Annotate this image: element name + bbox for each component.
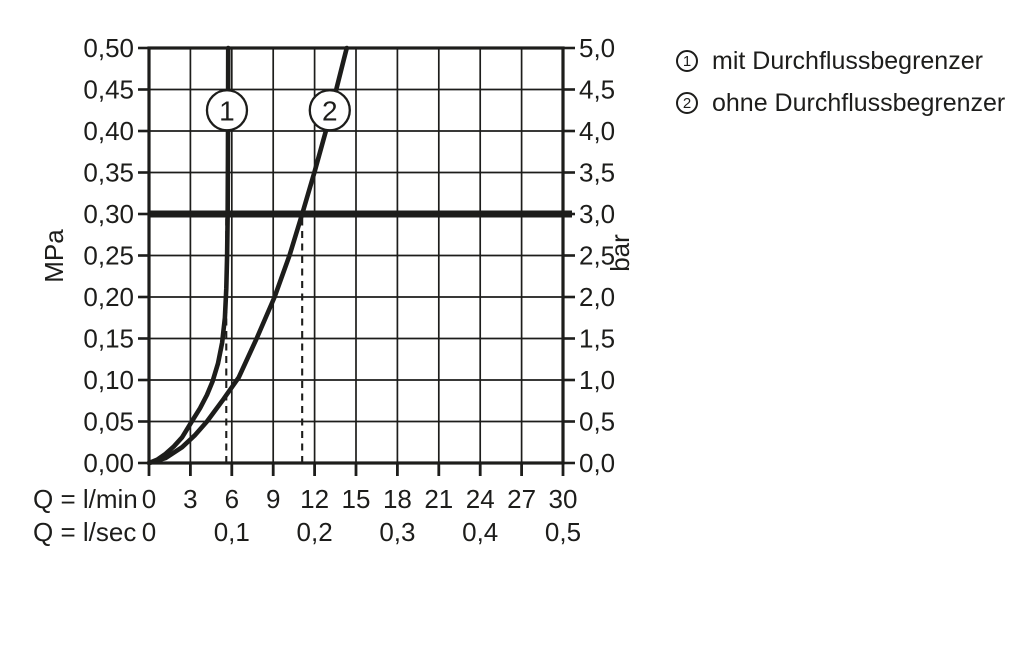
y-left-tick-label: 0,45	[83, 75, 134, 105]
y-right-tick-label: 1,5	[579, 324, 615, 354]
x-tick-label-lsec: 0,2	[297, 517, 333, 547]
y-left-tick-label: 0,00	[83, 448, 134, 478]
x-row-label-lmin: Q = l/min	[33, 484, 138, 514]
x-tick-label-lsec: 0,3	[379, 517, 415, 547]
legend-symbol-1-number: 1	[682, 52, 692, 70]
y-left-tick-label: 0,05	[83, 407, 134, 437]
y-left-tick-label: 0,25	[83, 241, 134, 271]
curve-marker-circle-1	[205, 89, 249, 132]
x-tick-label-lmin: 3	[183, 484, 197, 514]
y-left-tick-label: 0,40	[83, 116, 134, 146]
curve-marker-number-2: 2	[322, 95, 338, 126]
y-left-tick-label: 0,15	[83, 324, 134, 354]
y-left-unit-label: MPa	[39, 229, 69, 283]
x-tick-label-lmin: 12	[300, 484, 329, 514]
x-tick-label-lmin: 30	[549, 484, 578, 514]
legend-symbol-2-circle: 2	[676, 92, 698, 114]
x-tick-label-lsec: 0,4	[462, 517, 498, 547]
x-tick-label-lsec: 0	[142, 517, 156, 547]
y-left-tick-label: 0,30	[83, 199, 134, 229]
y-right-unit-label: bar	[605, 234, 635, 272]
y-right-tick-label: 0,5	[579, 407, 615, 437]
y-right-tick-label: 2,0	[579, 282, 615, 312]
curve-marker-circle-2	[308, 89, 351, 132]
x-tick-label-lsec: 0,1	[214, 517, 250, 547]
x-tick-label-lmin: 18	[383, 484, 412, 514]
y-right-tick-label: 4,5	[579, 75, 615, 105]
curve-marker-number-1: 1	[219, 95, 235, 126]
y-right-tick-label: 4,0	[579, 116, 615, 146]
curve-1	[146, 45, 231, 466]
x-tick-label-lsec: 0,5	[545, 517, 581, 547]
y-right-tick-label: 2,5	[579, 241, 615, 271]
y-left-tick-label: 0,35	[83, 158, 134, 188]
legend-item-2: 2 ohne Durchflussbegrenzer	[676, 89, 1006, 117]
y-right-tick-label: 1,0	[579, 365, 615, 395]
x-tick-label-lmin: 6	[225, 484, 239, 514]
x-tick-label-lmin: 27	[507, 484, 536, 514]
y-right-tick-label: 3,0	[579, 199, 615, 229]
y-right-tick-label: 3,5	[579, 158, 615, 188]
chart-legend: 1 mit Durchflussbegrenzer 2 ohne Durchfl…	[676, 47, 1006, 117]
x-tick-label-lmin: 24	[466, 484, 495, 514]
y-left-tick-label: 0,50	[83, 33, 134, 63]
x-tick-label-lmin: 0	[142, 484, 156, 514]
legend-item-1: 1 mit Durchflussbegrenzer	[676, 47, 1005, 75]
legend-symbol-1-circle: 1	[676, 50, 698, 72]
y-left-tick-label: 0,10	[83, 365, 134, 395]
y-right-tick-label: 0,0	[579, 448, 615, 478]
x-tick-label-lmin: 9	[266, 484, 280, 514]
y-right-tick-label: 5,0	[579, 33, 615, 63]
x-tick-label-lmin: 21	[424, 484, 453, 514]
legend-label-1: mit Durchflussbegrenzer	[712, 47, 983, 75]
y-left-tick-label: 0,20	[83, 282, 134, 312]
legend-label-2: ohne Durchflussbegrenzer	[712, 89, 1006, 117]
x-tick-label-lmin: 15	[342, 484, 371, 514]
legend-symbol-2-number: 2	[682, 94, 692, 112]
x-row-label-lsec: Q = l/sec	[33, 517, 136, 547]
